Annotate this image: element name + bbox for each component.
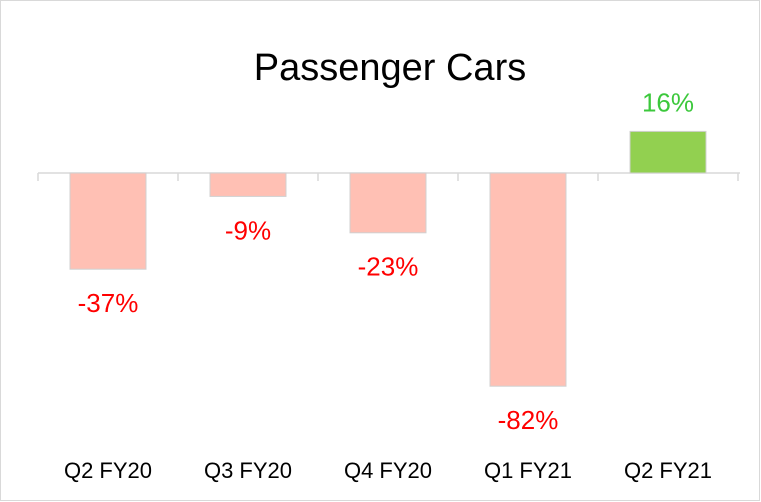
x-tick-label: Q3 FY20 <box>204 458 292 483</box>
bar <box>629 130 707 174</box>
bar <box>209 172 287 197</box>
chart-title: Passenger Cars <box>254 47 526 89</box>
data-label: -37% <box>78 288 139 318</box>
bar <box>349 172 427 234</box>
x-tick-label: Q1 FY21 <box>484 458 572 483</box>
x-tick-label: Q2 FY21 <box>624 458 712 483</box>
data-label: 16% <box>642 87 694 117</box>
bar <box>489 172 567 387</box>
bar <box>69 172 147 270</box>
data-label: -9% <box>225 215 271 245</box>
x-tick-label: Q4 FY20 <box>344 458 432 483</box>
x-tick-label: Q2 FY20 <box>64 458 152 483</box>
data-label: -23% <box>358 252 419 282</box>
data-label: -82% <box>498 405 559 435</box>
